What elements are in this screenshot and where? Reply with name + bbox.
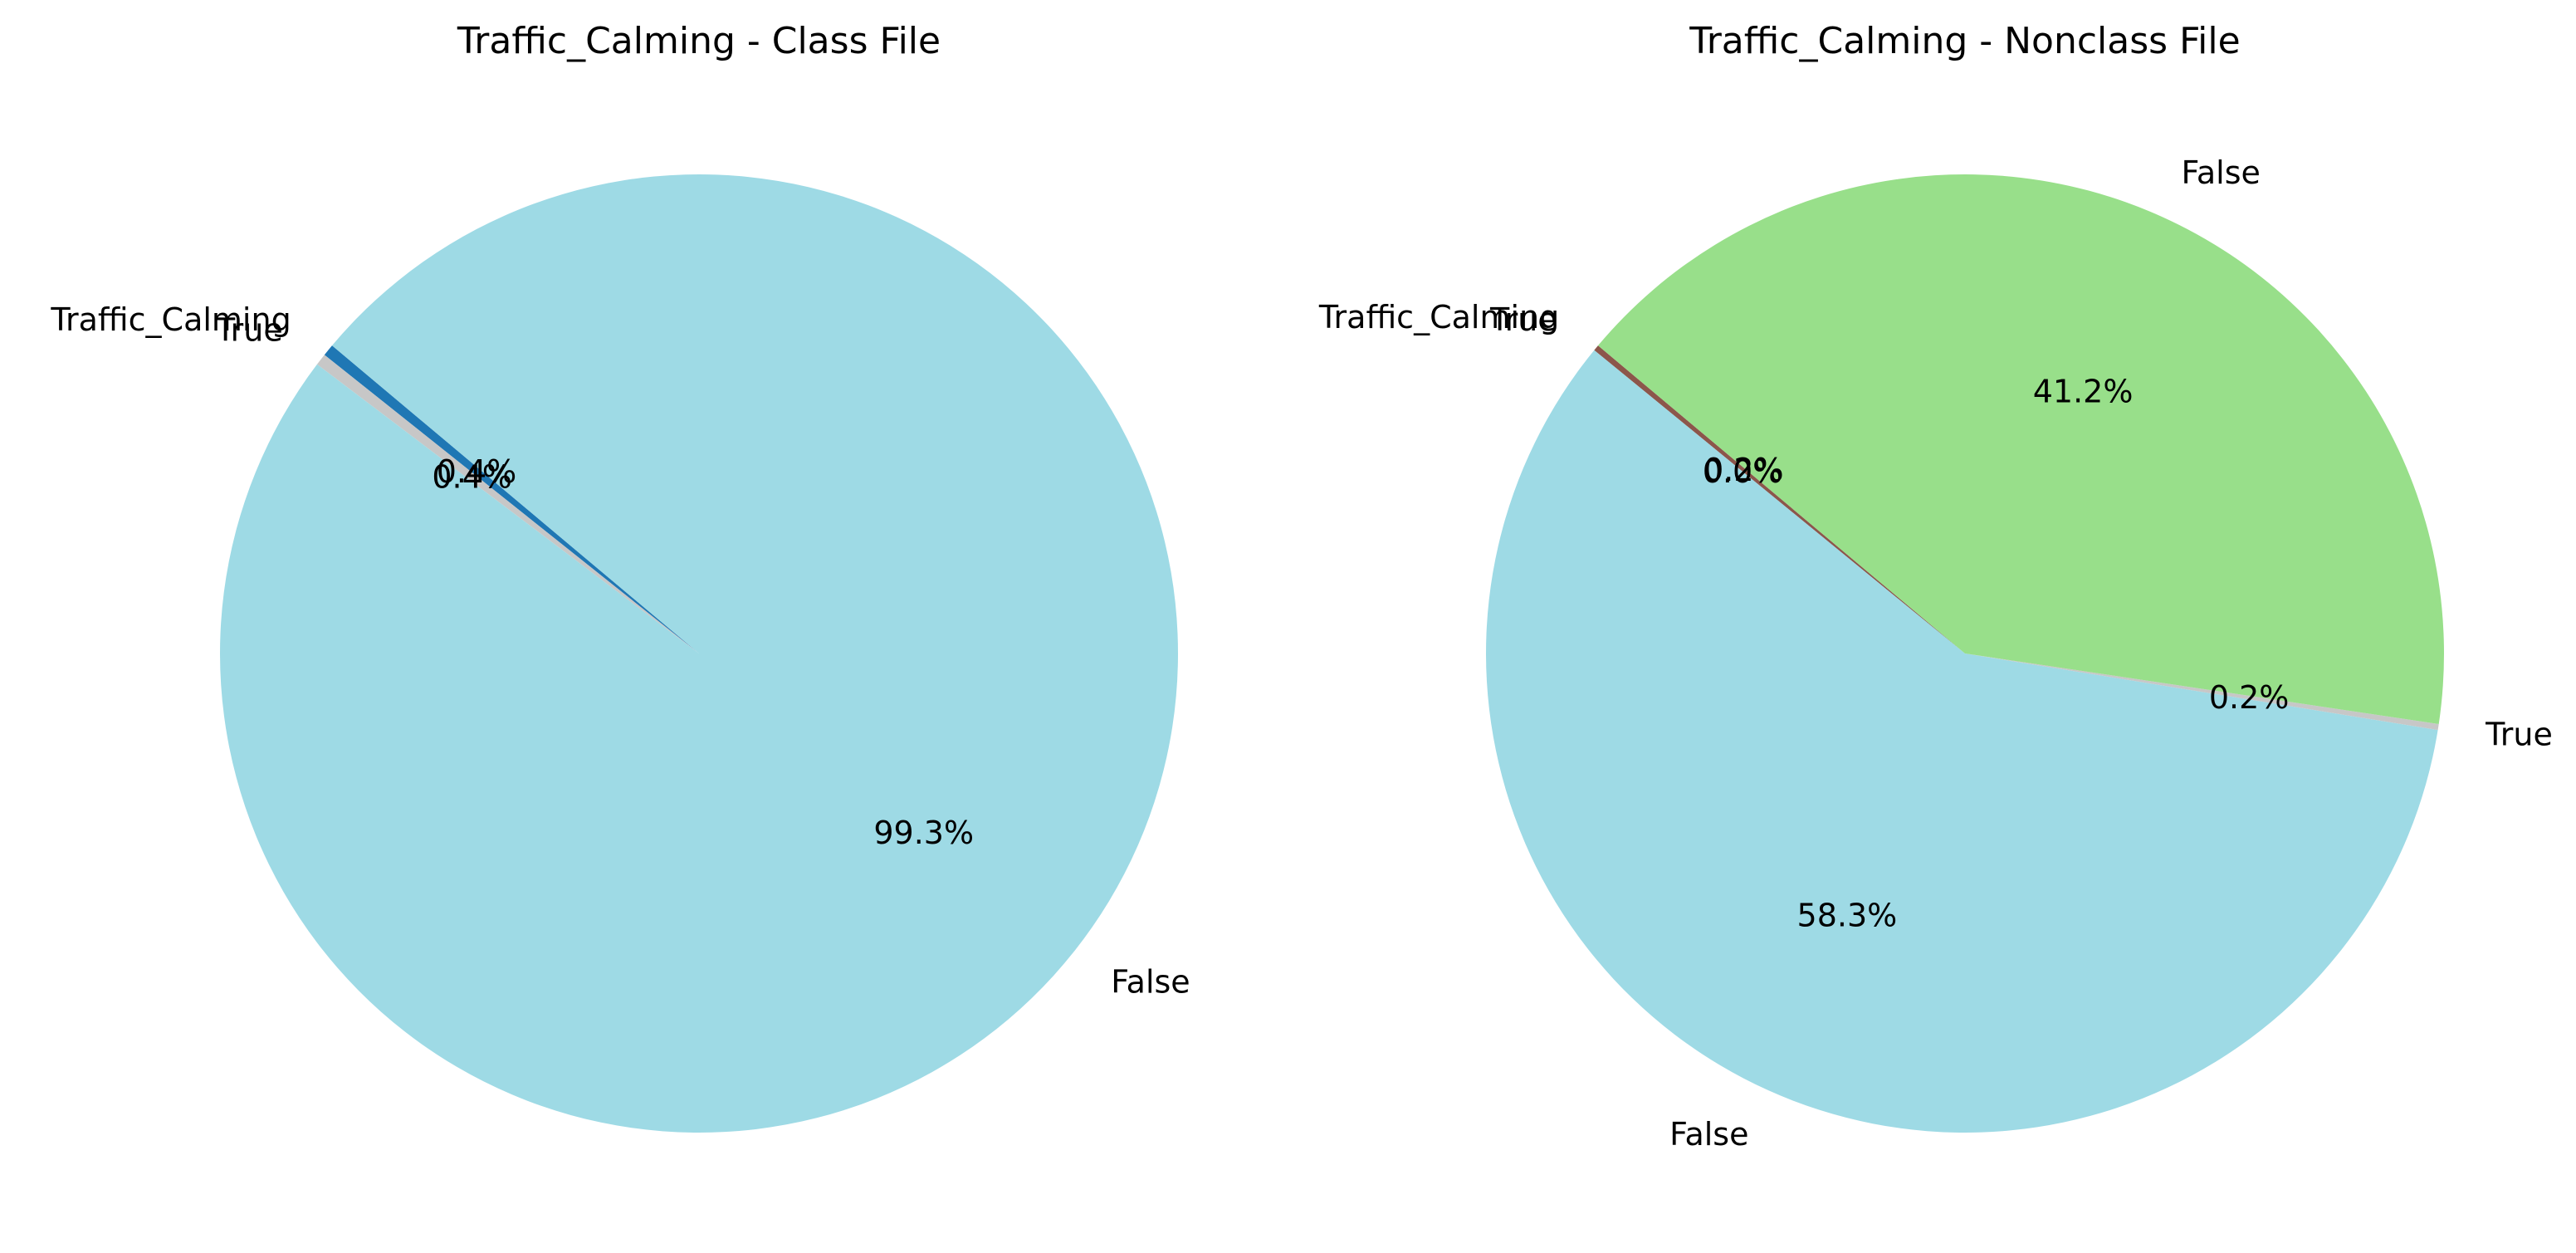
percent-label: 58.3% (1797, 898, 1898, 934)
pie-slice-traffic-calming-0 (324, 345, 699, 653)
slice-label: Traffic_Calming (1318, 299, 1559, 335)
slice-label: False (1669, 1116, 1748, 1153)
pie-chart-class-file: Traffic_Calming - Class File Traffic_Cal… (50, 20, 1190, 1133)
percent-label: 41.2% (2033, 373, 2134, 409)
pie-slice-false-2 (219, 174, 1178, 1133)
pie-chart-nonclass-file: Traffic_Calming - Nonclass File Traffic_… (1318, 20, 2553, 1153)
percent-label: 0.4% (432, 459, 512, 496)
slice-label: Traffic_Calming (50, 301, 291, 338)
pie-slices (219, 174, 1178, 1133)
pie-slices (1486, 174, 2444, 1133)
percent-label: 99.3% (873, 815, 974, 851)
pie-labels: Traffic_Calming 0.2% True 0.0% False 58.3% Tru… (1318, 154, 2553, 1153)
slice-label: True (215, 312, 283, 349)
pie-labels: Traffic_Calming 0.4% True 0.4% False 99.3% (50, 301, 1190, 1000)
percent-label: 0.2% (2209, 679, 2290, 716)
slice-label: False (2182, 154, 2261, 191)
slice-label: True (1489, 301, 1557, 338)
pie-slice-true-3 (1965, 653, 2439, 731)
percent-label: 0.0% (1703, 453, 1783, 490)
chart-title: Traffic_Calming - Class File (457, 20, 941, 62)
percent-label: 0.2% (1703, 452, 1784, 488)
slice-label: True (2485, 716, 2553, 752)
pie-slice-traffic-calming-0 (1594, 345, 1965, 653)
slice-label: False (1111, 964, 1190, 1001)
pie-slice-false-4 (1597, 174, 2444, 724)
chart-title: Traffic_Calming - Nonclass File (1689, 20, 2240, 62)
pie-slice-true-1 (316, 355, 699, 653)
percent-label: 0.4% (437, 453, 517, 490)
pie-slice-false-2 (1486, 350, 2438, 1133)
